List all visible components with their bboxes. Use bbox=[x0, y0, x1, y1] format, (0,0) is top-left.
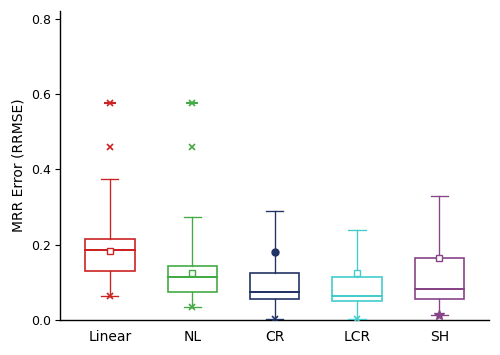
Bar bbox=[168, 266, 217, 292]
Bar bbox=[250, 273, 300, 299]
Bar bbox=[414, 258, 464, 299]
Y-axis label: MRR Error (RRMSE): MRR Error (RRMSE) bbox=[11, 99, 25, 233]
Bar bbox=[332, 277, 382, 301]
Bar bbox=[85, 239, 134, 271]
